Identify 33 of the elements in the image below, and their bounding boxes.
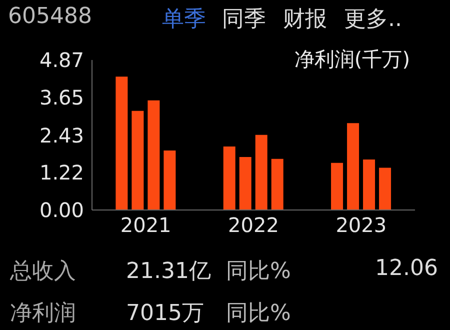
- bar: [148, 100, 160, 210]
- x-tick-label: 2023: [336, 213, 387, 238]
- bar: [363, 159, 376, 210]
- bar: [116, 76, 128, 210]
- y-axis-title: 净利润(千万): [294, 46, 410, 73]
- y-tick-label: 2.43: [39, 123, 84, 148]
- text: 7015万: [126, 300, 204, 328]
- bar: [132, 110, 144, 210]
- text: 单季: [162, 6, 206, 34]
- text: 净利润: [10, 300, 76, 328]
- bar: [271, 158, 284, 210]
- text: 财报: [283, 6, 327, 34]
- y-tick-label: 4.87: [39, 48, 84, 72]
- text: 总收入: [10, 258, 76, 286]
- text: 同季: [222, 6, 266, 34]
- y-tick-label: 0.00: [39, 198, 84, 222]
- bar: [347, 123, 360, 210]
- bar: [164, 150, 176, 210]
- text: 同比%: [226, 300, 291, 328]
- bar: [223, 146, 236, 210]
- x-tick-label: 2022: [228, 213, 279, 238]
- bar: [379, 168, 392, 210]
- text: 更多..: [344, 6, 402, 34]
- y-tick-label: 3.65: [39, 86, 84, 110]
- text: 同比%: [226, 258, 291, 286]
- text: 12.06: [375, 256, 438, 281]
- y-tick-label: 1.22: [39, 160, 84, 185]
- bar: [239, 157, 252, 210]
- bar: [331, 162, 344, 210]
- text: 21.31亿: [126, 258, 211, 286]
- chart-title: 605488: [8, 4, 92, 29]
- x-tick-label: 2021: [120, 213, 172, 238]
- bar: [255, 134, 268, 210]
